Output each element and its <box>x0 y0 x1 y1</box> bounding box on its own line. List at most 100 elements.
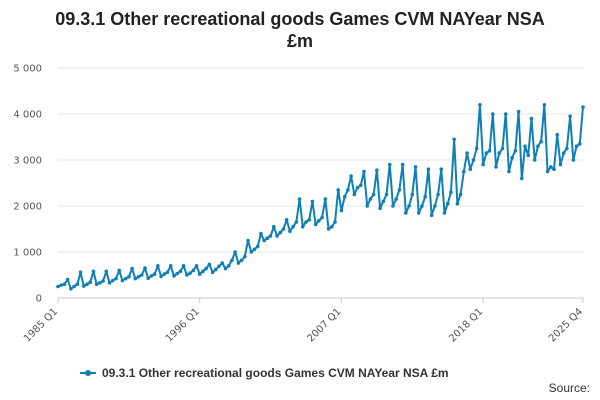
data-point <box>468 167 473 171</box>
data-point <box>194 264 199 268</box>
data-point <box>146 276 150 281</box>
x-tick-label: 1985 Q1 <box>22 306 60 344</box>
data-point <box>178 269 183 274</box>
data-point <box>529 116 534 121</box>
data-point <box>78 270 83 275</box>
data-point <box>62 282 67 287</box>
data-point <box>542 103 547 107</box>
data-point <box>127 275 131 279</box>
data-point <box>571 158 576 162</box>
data-point <box>497 151 502 155</box>
data-point <box>352 192 357 197</box>
y-tick-label: 5 000 <box>13 64 42 75</box>
data-point <box>494 165 498 169</box>
data-point <box>558 162 563 167</box>
data-point <box>75 282 80 287</box>
data-point <box>268 234 273 238</box>
series-line <box>57 103 584 290</box>
x-tick-label: 2018 Q1 <box>447 306 485 344</box>
data-point <box>233 250 237 254</box>
data-point <box>104 269 109 274</box>
data-point <box>358 183 363 188</box>
data-point <box>297 197 302 201</box>
y-tick-label: 2 000 <box>13 202 42 213</box>
data-point <box>69 287 73 291</box>
data-point <box>384 192 389 197</box>
data-point <box>188 271 192 275</box>
chart-title: 09.3.1 Other recreational goods Games CV… <box>20 8 580 52</box>
data-point <box>371 192 376 197</box>
data-point <box>413 165 418 169</box>
data-point <box>552 167 556 171</box>
chart-title-line-2: £m <box>286 31 313 51</box>
data-point <box>397 188 402 192</box>
data-point <box>577 142 582 146</box>
data-point <box>191 268 196 273</box>
data-point <box>548 165 553 169</box>
data-point <box>323 197 328 201</box>
data-point <box>378 206 382 211</box>
data-point <box>520 176 524 181</box>
data-point <box>439 167 444 171</box>
data-point <box>326 227 331 231</box>
data-point <box>284 218 289 222</box>
data-point <box>275 234 279 238</box>
data-point <box>159 274 163 279</box>
data-point <box>555 132 560 137</box>
data-point <box>368 197 373 201</box>
data-point <box>255 244 260 249</box>
data-point <box>204 266 208 271</box>
data-point <box>130 266 134 271</box>
data-point <box>516 109 521 114</box>
data-point <box>281 227 286 231</box>
data-point <box>94 282 99 287</box>
data-point <box>168 264 173 268</box>
data-point <box>243 254 247 259</box>
legend-series-label: 09.3.1 Other recreational goods Games CV… <box>102 366 449 380</box>
data-point <box>404 211 408 215</box>
data-point <box>458 192 463 197</box>
data-point <box>252 247 257 252</box>
y-tick-label: 3 000 <box>13 156 42 167</box>
data-point <box>181 264 186 268</box>
y-tick-label: 1 000 <box>13 248 42 259</box>
data-point <box>507 169 511 174</box>
data-point <box>175 271 179 276</box>
data-point <box>185 273 189 277</box>
chart-legend[interactable]: 09.3.1 Other recreational goods Games CV… <box>80 366 540 380</box>
data-point <box>271 224 276 229</box>
data-point <box>420 204 424 208</box>
data-point <box>471 158 476 162</box>
data-point <box>503 112 508 116</box>
data-point <box>565 146 569 151</box>
data-point <box>214 267 218 272</box>
data-point <box>246 238 250 243</box>
data-point <box>313 222 318 227</box>
data-point <box>362 169 366 174</box>
data-point <box>365 204 370 208</box>
data-point <box>226 264 231 268</box>
data-point <box>568 114 572 119</box>
data-point <box>88 280 93 285</box>
data-point <box>81 284 86 288</box>
data-point <box>523 144 527 148</box>
data-point <box>249 250 254 254</box>
data-point <box>339 208 344 213</box>
data-point <box>217 264 221 269</box>
data-point <box>107 281 112 285</box>
data-point <box>526 153 531 158</box>
data-point <box>201 269 205 274</box>
data-point <box>400 162 405 167</box>
data-point <box>429 213 434 217</box>
data-point <box>478 103 482 107</box>
data-point <box>65 277 70 282</box>
chart-title-line-1: 09.3.1 Other recreational goods Games CV… <box>55 9 545 29</box>
data-point <box>510 155 514 160</box>
data-point <box>349 174 353 178</box>
data-point <box>436 192 440 197</box>
data-point <box>320 215 324 220</box>
data-point <box>423 195 427 199</box>
data-point <box>574 144 579 148</box>
data-point <box>165 270 170 275</box>
